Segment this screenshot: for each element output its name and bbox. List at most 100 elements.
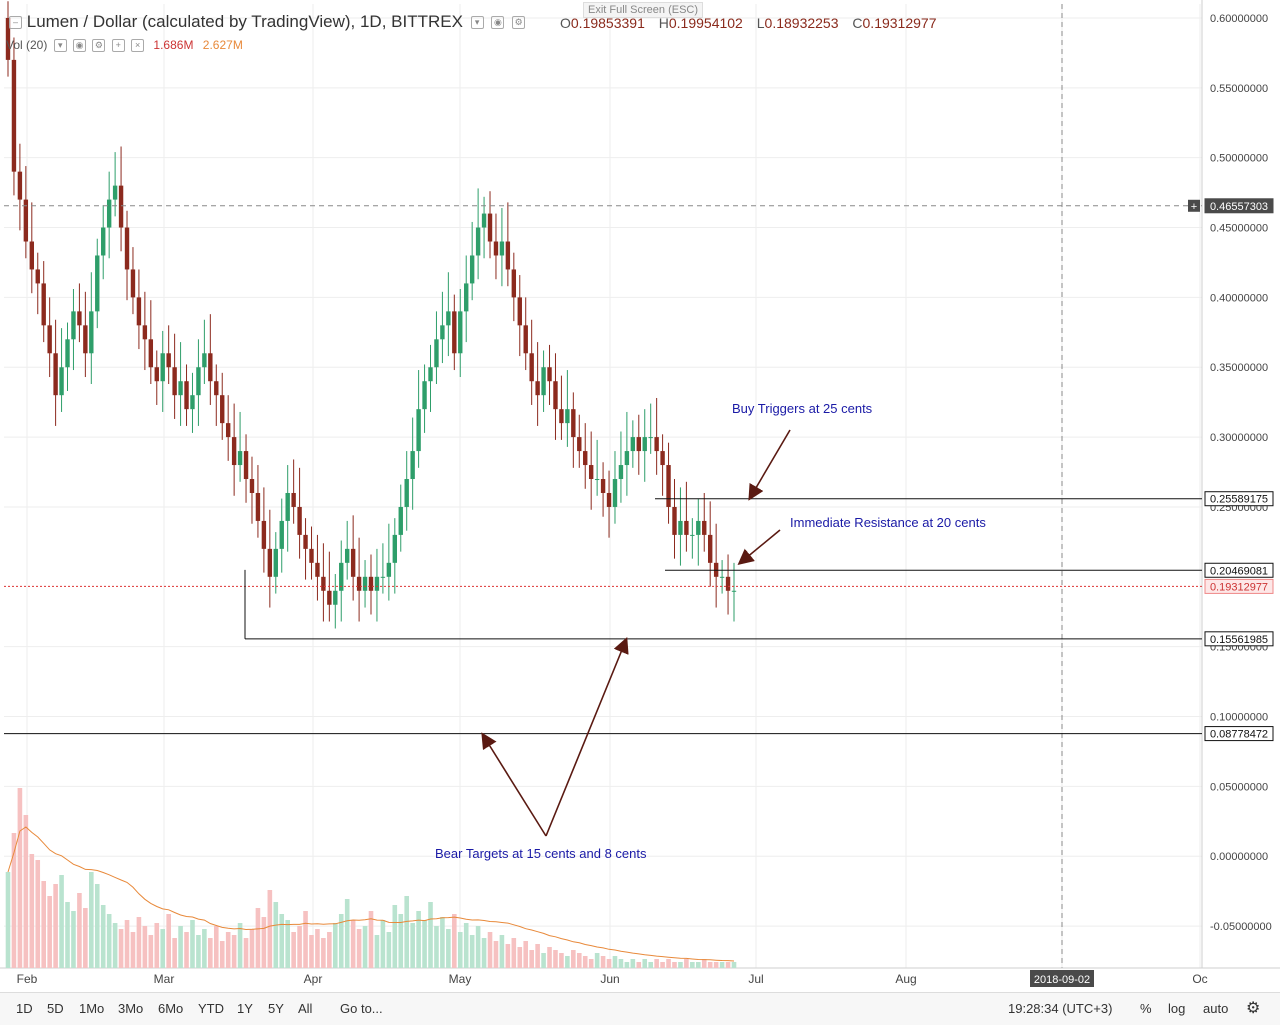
range-button-1mo[interactable]: 1Mo [79, 1001, 105, 1016]
candle-body [666, 465, 671, 507]
volume-bar [350, 920, 356, 968]
collapse-icon[interactable]: – [9, 16, 22, 30]
volume-bar [213, 926, 219, 968]
candle-body [106, 199, 112, 228]
candle-body [255, 492, 261, 521]
volume-bar [582, 956, 588, 968]
y-tick-label: 0.60000000 [1210, 13, 1268, 25]
volume-bar [196, 935, 201, 968]
volume-bar [53, 884, 58, 968]
log-toggle[interactable]: log [1168, 1001, 1186, 1016]
candle-body [160, 353, 165, 382]
volume-bar [89, 872, 94, 968]
candle-body [362, 576, 368, 591]
candle-body [154, 367, 159, 382]
volume-bar [225, 932, 231, 968]
volume-bar [5, 872, 11, 968]
range-button-5d[interactable]: 5D [47, 1001, 64, 1016]
candle-body [112, 185, 118, 200]
y-tick-label: 0.45000000 [1210, 223, 1268, 235]
volume-bar [707, 962, 713, 968]
volume-ma-line [7, 826, 735, 962]
volume-legend: Vol (20) ▾ ◉ ⚙ + × 1.686M 2.627M [6, 38, 243, 53]
volume-bar [672, 962, 677, 968]
gear-icon[interactable]: ⚙ [1246, 1000, 1261, 1017]
x-tick-label: Apr [304, 972, 323, 986]
volume-bar [65, 902, 70, 968]
candle-body [612, 479, 618, 507]
range-button-ytd[interactable]: YTD [198, 1001, 224, 1016]
arrow-bear-target-8 [481, 732, 547, 837]
eye-icon[interactable]: ◉ [73, 39, 87, 53]
volume-bar [553, 950, 558, 968]
volume-bar [124, 920, 130, 968]
volume-bar [219, 941, 225, 968]
volume-bar [535, 944, 540, 968]
volume-bar [29, 854, 35, 968]
range-button-1d[interactable]: 1D [16, 1001, 33, 1016]
chevron-down-icon[interactable]: ▾ [53, 39, 67, 53]
chevron-down-icon[interactable]: ▾ [470, 16, 484, 30]
ohlc-readout: O0.19853391 H0.19954102 L0.18932253 C0.1… [560, 15, 946, 31]
bottom-toolbar: 1D 5D 1Mo 3Mo 6Mo YTD 1Y 5Y All Go to...… [0, 992, 1280, 1025]
price-label-text: 0.20469081 [1210, 565, 1268, 577]
volume-bar [547, 947, 552, 968]
candle-body [89, 311, 94, 354]
x-tick-label: 2018-09-02 [1034, 974, 1090, 986]
volume-bar [600, 956, 606, 968]
price-label-text: 0.19312977 [1210, 581, 1268, 593]
candle-body [547, 367, 552, 382]
candle-body [208, 353, 213, 382]
candle-body [464, 283, 469, 312]
candle-body [225, 423, 231, 438]
candle-body [35, 269, 40, 284]
add-alert-button [1188, 199, 1200, 212]
candle-body [565, 409, 570, 424]
candle-body [267, 548, 273, 577]
plus-icon[interactable]: + [111, 39, 125, 53]
candle-body [136, 297, 142, 326]
range-button-6mo[interactable]: 6Mo [158, 1001, 184, 1016]
range-button-3mo[interactable]: 3Mo [118, 1001, 144, 1016]
close-icon[interactable]: × [131, 39, 145, 53]
range-button-1y[interactable]: 1Y [237, 1001, 253, 1016]
gear-icon[interactable]: ⚙ [512, 16, 526, 30]
plus-icon[interactable]: + [1191, 201, 1197, 213]
auto-toggle[interactable]: auto [1203, 1001, 1229, 1016]
y-tick-label: 0.55000000 [1210, 83, 1268, 95]
candle-body [303, 534, 308, 549]
candle-body [600, 479, 606, 493]
gear-icon[interactable]: ⚙ [92, 39, 106, 53]
volume-bar [303, 911, 308, 968]
candle-body [684, 520, 689, 535]
candle-body [321, 576, 326, 591]
y-tick-label: 0.00000000 [1210, 851, 1268, 863]
x-tick-label: Jun [600, 972, 619, 986]
range-button-5y[interactable]: 5Y [268, 1001, 284, 1016]
volume-bar [684, 959, 689, 968]
candle-body [237, 451, 243, 466]
volume-bar [297, 926, 302, 968]
candle-body [214, 381, 219, 396]
crosshair-date-badge [1030, 970, 1094, 987]
volume-bar [190, 920, 195, 968]
exit-fullscreen-button[interactable]: Exit Full Screen (ESC) [583, 2, 704, 18]
range-button-all[interactable]: All [298, 1001, 313, 1016]
y-tick-label: 0.05000000 [1210, 781, 1268, 793]
percent-toggle[interactable]: % [1140, 1001, 1152, 1016]
goto-button[interactable]: Go to... [340, 1001, 383, 1016]
candle-body [458, 311, 463, 354]
candle-body [731, 590, 737, 592]
annotation-immediate-resistance: Immediate Resistance at 20 cents [790, 515, 986, 530]
volume-bar [202, 929, 207, 968]
volume-bar [35, 860, 41, 968]
eye-icon[interactable]: ◉ [491, 16, 505, 30]
volume-bar [59, 875, 64, 968]
volume-bar [380, 920, 386, 968]
volume-bar [285, 920, 290, 968]
volume-bar [106, 914, 112, 968]
volume-bar [434, 926, 439, 968]
volume-bar [184, 932, 189, 968]
volume-bar [719, 962, 725, 968]
